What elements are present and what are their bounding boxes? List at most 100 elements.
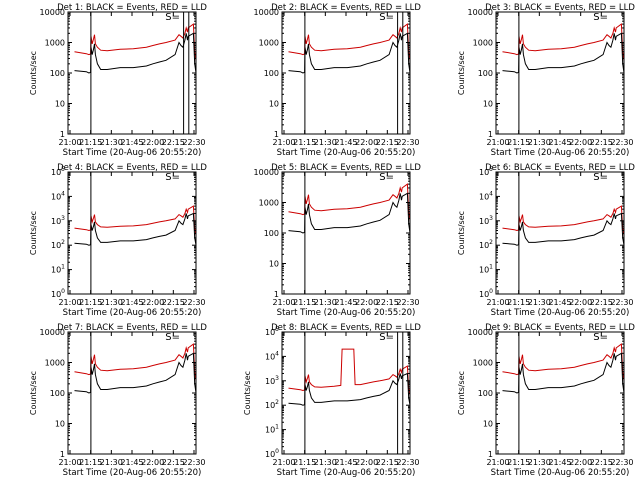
x-tick-label: 22:30 [182,298,205,307]
x-axis-label: Start Time (20-Aug-06 20:55:20) [277,468,416,478]
x-tick-label: 22:30 [396,138,419,147]
y-tick-label: 1000 [259,39,279,48]
x-tick-label: 21:15 [293,138,316,147]
y-tick-label: 10000 [468,8,493,17]
x-tick-label: 21:45 [548,298,571,307]
x-tick-label: 22:00 [355,138,378,147]
x-tick-label: 21:00 [486,458,509,467]
y-tick-label: 101 [51,264,65,275]
y-tick-label: 102 [265,399,279,410]
x-tick-label: 21:00 [58,298,81,307]
annotation: S= [379,172,394,183]
panel-title: Det 6: BLACK = Events, RED = LLD [485,163,635,173]
x-tick-label: 21:45 [334,458,357,467]
series-lld-line [74,343,196,381]
y-tick-label: 100 [51,288,65,299]
annotation: S= [379,12,394,23]
panel-title: Det 4: BLACK = Events, RED = LLD [57,163,207,173]
x-axis-label: Start Time (20-Aug-06 20:55:20) [491,468,630,478]
x-tick-label: 22:15 [590,458,613,467]
x-tick-label: 21:00 [486,138,509,147]
x-tick-label: 22:00 [141,458,164,467]
y-tick-label: 105 [479,166,493,177]
y-tick-label: 104 [265,350,279,361]
y-tick-label: 100 [479,288,493,299]
panel-title: Det 3: BLACK = Events, RED = LLD [485,3,635,13]
x-tick-label: 21:30 [314,298,337,307]
y-axis-label: Counts/sec [29,371,38,415]
y-tick-label: 10000 [40,328,65,337]
y-tick-label: 105 [265,326,279,337]
x-tick-label: 22:15 [376,458,399,467]
x-axis-label: Start Time (20-Aug-06 20:55:20) [491,308,630,318]
y-tick-label: 1000 [473,39,493,48]
y-axis-label: Counts/sec [29,51,38,95]
series-events-line [74,32,196,75]
panel-title: Det 2: BLACK = Events, RED = LLD [271,3,421,13]
x-tick-label: 22:00 [141,298,164,307]
x-tick-label: 22:30 [182,138,205,147]
x-tick-label: 21:15 [507,138,530,147]
x-tick-label: 21:00 [58,458,81,467]
y-tick-label: 104 [51,190,65,201]
x-tick-label: 22:15 [590,138,613,147]
x-tick-label: 22:30 [610,298,633,307]
x-tick-label: 22:15 [376,138,399,147]
annotation: S= [593,332,608,343]
y-tick-label: 1 [488,130,493,139]
y-axis-label: Counts/sec [457,51,466,95]
y-tick-label: 1000 [45,359,65,368]
x-axis-label: Start Time (20-Aug-06 20:55:20) [277,148,416,158]
x-tick-label: 21:15 [79,458,102,467]
panel-9: S=11010010001000021:0021:1521:3021:4522:… [457,323,635,478]
x-tick-label: 22:00 [569,298,592,307]
annotation: S= [593,12,608,23]
y-axis-label: Counts/sec [457,371,466,415]
x-tick-label: 22:15 [162,138,185,147]
x-tick-label: 22:30 [396,458,419,467]
axes-frame [67,11,197,135]
x-tick-label: 21:00 [58,138,81,147]
panel-title: Det 5: BLACK = Events, RED = LLD [271,163,421,173]
series-lld-line [288,23,410,61]
y-tick-label: 100 [265,448,279,459]
y-tick-label: 100 [50,389,65,398]
y-tick-label: 10000 [254,168,279,177]
axes-frame [281,171,411,295]
y-axis-label: Counts/sec [29,211,38,255]
x-tick-label: 21:45 [548,138,571,147]
y-tick-label: 1000 [45,39,65,48]
x-tick-label: 22:30 [182,458,205,467]
x-axis-label: Start Time (20-Aug-06 20:55:20) [277,308,416,318]
panel-6: S= 100 101 102 103 104 105 21:0021:1521:3021:45… [457,163,635,318]
x-tick-label: 21:45 [120,298,143,307]
x-axis-label: Start Time (20-Aug-06 20:55:20) [491,148,630,158]
series-lld-line [288,348,410,396]
x-tick-label: 21:15 [507,458,530,467]
y-tick-label: 100 [264,229,279,238]
y-tick-label: 10000 [254,8,279,17]
x-tick-label: 21:00 [486,298,509,307]
x-tick-label: 22:15 [590,298,613,307]
x-tick-label: 21:00 [272,458,295,467]
y-tick-label: 10000 [40,8,65,17]
x-tick-label: 21:30 [314,458,337,467]
series-events-line [502,212,624,247]
y-tick-label: 100 [478,389,493,398]
y-tick-label: 101 [479,264,493,275]
x-axis-label: Start Time (20-Aug-06 20:55:20) [63,308,202,318]
series-events-line [288,192,410,235]
axes-frame [281,331,411,455]
panel-title: Det 1: BLACK = Events, RED = LLD [57,3,207,13]
axes-frame [67,331,197,455]
annotation: S= [165,172,180,183]
x-tick-label: 21:15 [79,298,102,307]
series-events-line [288,372,410,407]
y-tick-label: 10 [55,420,65,429]
axes-frame [495,171,625,295]
annotation: S= [379,332,394,343]
x-tick-label: 21:15 [79,138,102,147]
x-tick-label: 22:15 [162,298,185,307]
panel-2: S=11010010001000021:0021:1521:3021:4522:… [254,3,422,158]
